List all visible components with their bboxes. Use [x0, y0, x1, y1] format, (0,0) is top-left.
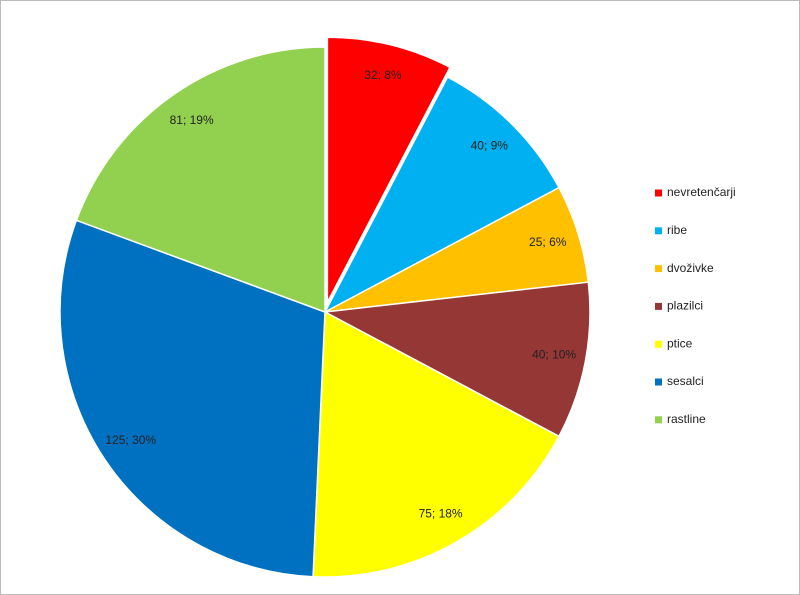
data-label: 75; 18%	[419, 507, 463, 521]
legend-label: ptice	[667, 336, 693, 350]
pie-slice	[75, 46, 326, 314]
data-label: 25; 6%	[529, 235, 567, 249]
pie-slice	[322, 281, 591, 438]
legend-label: dvoživke	[667, 261, 714, 275]
pie-slice	[326, 36, 452, 303]
pie-slice	[323, 76, 561, 314]
legend-swatch	[655, 189, 662, 197]
data-label: 81; 19%	[170, 113, 214, 127]
data-label: 40; 10%	[532, 348, 576, 362]
legend-swatch	[655, 227, 662, 235]
pie-slice	[312, 310, 561, 578]
legend-swatch	[655, 265, 662, 273]
data-label: 125; 30%	[105, 433, 156, 447]
legend-label: rastline	[667, 412, 706, 426]
legend-swatch	[655, 378, 662, 386]
legend-label: sesalci	[667, 374, 704, 388]
legend-label: ribe	[667, 223, 687, 237]
data-label: 32; 8%	[364, 68, 402, 82]
legend-label: nevretenčarji	[667, 185, 736, 199]
legend-swatch	[655, 302, 662, 310]
data-label: 40; 9%	[471, 139, 509, 153]
legend-swatch	[655, 340, 662, 348]
pie-slice	[59, 219, 326, 578]
legend-label: plazilci	[667, 299, 703, 313]
legend-swatch	[655, 416, 662, 424]
